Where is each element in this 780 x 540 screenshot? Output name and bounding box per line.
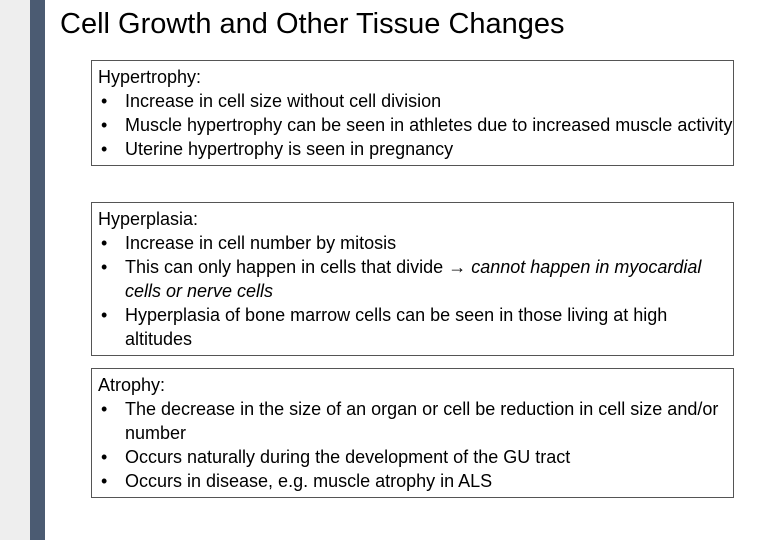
bullet-dot: •	[101, 91, 108, 111]
section-heading: Hyperplasia:	[98, 209, 199, 229]
bullet-text: This can only happen in cells that divid…	[125, 257, 444, 277]
bullet-text: Uterine hypertrophy is seen in pregnancy	[125, 139, 454, 159]
bullet-item: • This can only happen in cells that divi…	[98, 255, 733, 303]
bullet-emphasis: cannot happen in myocardial cells or ner…	[125, 257, 702, 301]
bullet-item: • Increase in cell size without cell divi…	[98, 89, 733, 113]
bullet-item: • The decrease in the size of an organ or…	[98, 397, 733, 445]
bullet-item: • Muscle hypertrophy can be seen in athle…	[98, 113, 733, 137]
bullet-dot: •	[101, 233, 108, 253]
bullet-list: • The decrease in the size of an organ or…	[98, 397, 733, 493]
bullet-text: Hyperplasia of bone marrow cells can be …	[125, 305, 668, 349]
bullet-item: • Increase in cell number by mitosis	[98, 231, 733, 255]
bullet-dot: •	[101, 447, 108, 467]
bullet-item: • Occurs naturally during the development…	[98, 445, 733, 469]
bullet-item: • Uterine hypertrophy is seen in pregnanc…	[98, 137, 733, 161]
bullet-dot: •	[101, 305, 108, 325]
bullet-text: The decrease in the size of an organ or …	[125, 399, 719, 443]
bullet-item: • Hyperplasia of bone marrow cells can be…	[98, 303, 733, 351]
section-box: Hyperplasia: • Increase in cell number by …	[91, 202, 734, 356]
side-strip	[0, 0, 30, 540]
bullet-text: Increase in cell size without cell divis…	[125, 91, 442, 111]
side-bar	[30, 0, 45, 540]
bullet-text: Occurs in disease, e.g. muscle atrophy i…	[125, 471, 493, 491]
section-heading: Hypertrophy:	[98, 67, 202, 87]
bullet-list: • Increase in cell size without cell divi…	[98, 89, 733, 161]
arrow-icon: →	[443, 257, 472, 277]
bullet-text: Occurs naturally during the development …	[125, 447, 571, 467]
bullet-item: • Occurs in disease, e.g. muscle atrophy …	[98, 469, 733, 493]
bullet-dot: •	[101, 471, 108, 491]
bullet-text: Increase in cell number by mitosis	[125, 233, 397, 253]
bullet-text: Muscle hypertrophy can be seen in athlet…	[125, 115, 733, 135]
bullet-dot: •	[101, 399, 108, 419]
bullet-dot: •	[101, 257, 108, 277]
section-heading: Atrophy:	[98, 375, 166, 395]
section-box: Atrophy: • The decrease in the size of an …	[91, 368, 734, 498]
bullet-dot: •	[101, 139, 108, 159]
bullet-dot: •	[101, 115, 108, 135]
section-box: Hypertrophy: • Increase in cell size witho…	[91, 60, 734, 166]
bullet-list: • Increase in cell number by mitosis • This…	[98, 231, 733, 351]
slide-title: Cell Growth and Other Tissue Changes	[60, 8, 565, 40]
